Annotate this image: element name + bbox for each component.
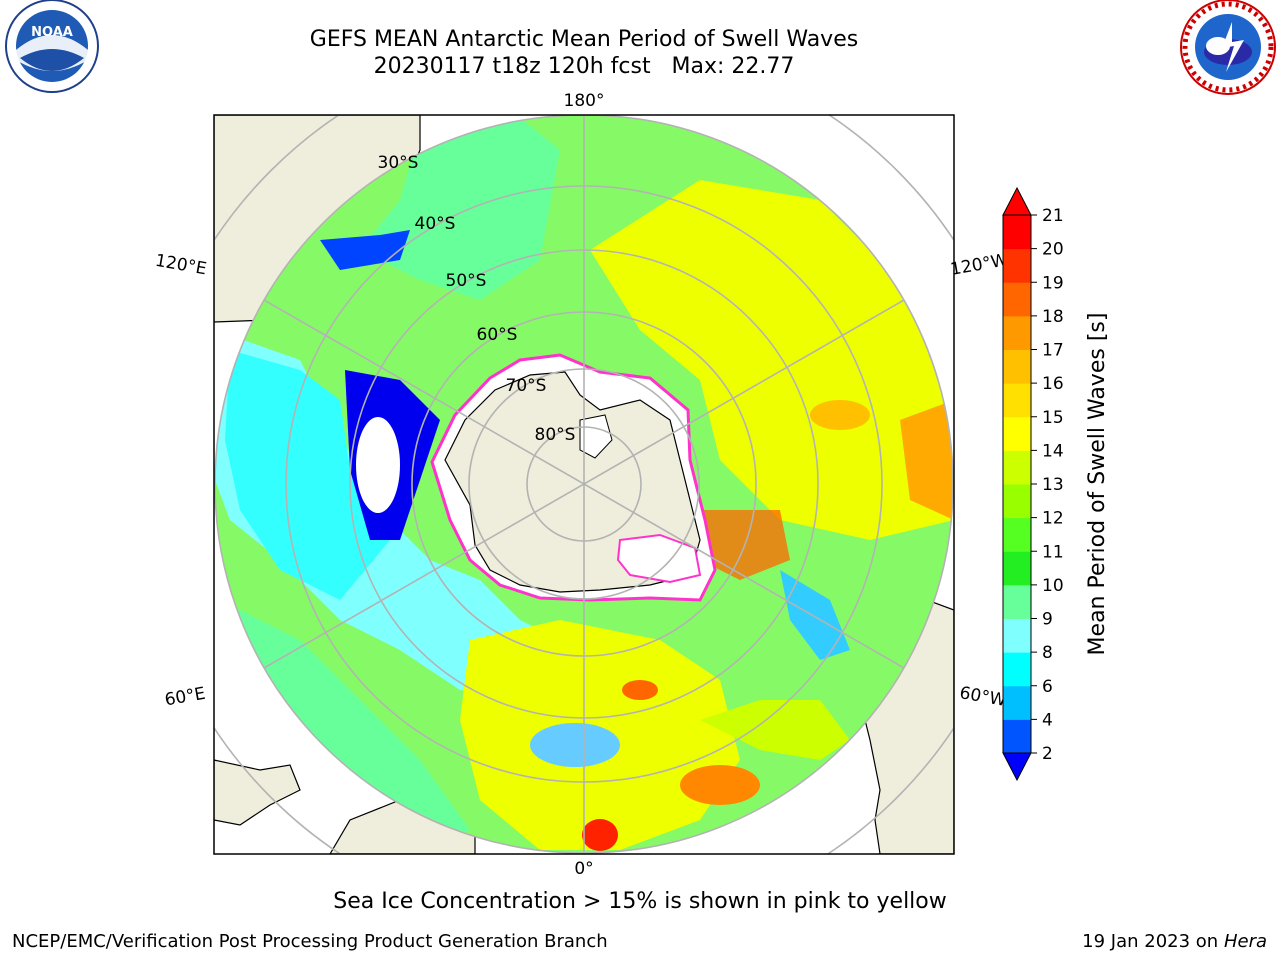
lon-label-lower-left: 60°E [163, 684, 207, 711]
colorbar-swatch [1003, 618, 1031, 653]
colorbar: 2 4 6 8 9 10 11 12 13 14 15 16 17 18 19 20 21 Mean Perio… [1002, 186, 1110, 782]
lat-label-70s: 70°S [506, 376, 547, 396]
lat-label-30s: 30°S [378, 153, 419, 173]
colorbar-tick-label: 9 [1042, 610, 1053, 630]
colorbar-tick-label: 6 [1042, 677, 1053, 697]
lat-label-60s: 60°S [477, 325, 518, 345]
colorbar-swatch [1003, 584, 1031, 619]
page-title: GEFS MEAN Antarctic Mean Period of Swell… [309, 27, 859, 52]
colorbar-tick-label: 13 [1042, 475, 1064, 495]
colorbar-tick-label: 21 [1042, 206, 1064, 226]
colorbar-swatch [1003, 450, 1031, 485]
colorbar-ticks: 2 4 6 8 9 10 11 12 13 14 15 16 17 18 19 20 21 [1031, 206, 1064, 764]
ice-note: Sea Ice Concentration > 15% is shown in … [333, 889, 947, 914]
colorbar-tick-label: 18 [1042, 307, 1064, 327]
colorbar-swatch [1003, 215, 1031, 250]
footer-host: Hera [1223, 931, 1267, 952]
lat-label-80s: 80°S [535, 425, 576, 445]
colorbar-swatch [1003, 315, 1031, 350]
colorbar-tick-label: 10 [1042, 576, 1064, 596]
colorbar-tick-label: 2 [1042, 744, 1053, 764]
colorbar-swatch [1003, 517, 1031, 552]
colorbar-tick-label: 20 [1042, 240, 1064, 260]
lon-label-top: 180° [564, 91, 605, 111]
colorbar-tick-label: 16 [1042, 374, 1064, 394]
footer-credit: NCEP/EMC/Verification Post Processing Pr… [12, 931, 608, 952]
colorbar-label: Mean Period of Swell Waves [s] [1085, 313, 1110, 656]
ross-ice-shelf [579, 414, 613, 459]
colorbar-swatch [1003, 416, 1031, 451]
nws-logo [1180, 0, 1276, 95]
noaa-logo: NOAA [5, 0, 99, 93]
colorbar-tick-label: 12 [1042, 509, 1064, 529]
noaa-logo-text: NOAA [31, 25, 73, 40]
colorbar-extend-top [1002, 186, 1032, 216]
colorbar-swatch [1003, 383, 1031, 418]
colorbar-swatch [1003, 719, 1031, 754]
footer-date-prefix: 19 Jan 2023 on [1082, 931, 1224, 952]
colorbar-tick-label: 15 [1042, 408, 1064, 428]
lon-label-upper-right: 120°W [949, 250, 1010, 280]
colorbar-swatch [1003, 282, 1031, 317]
colorbar-swatch [1003, 551, 1031, 586]
colorbar-swatch [1003, 652, 1031, 687]
page-subtitle: 20230117 t18z 120h fcst Max: 22.77 [373, 54, 795, 79]
graticule [214, 115, 954, 854]
map-frame [213, 114, 955, 855]
colorbar-swatch [1003, 349, 1031, 384]
colorbar-extend-bottom [1002, 752, 1032, 782]
footer-date: 19 Jan 2023 on Hera [1082, 931, 1267, 952]
colorbar-swatch [1003, 685, 1031, 720]
lat-label-50s: 50°S [446, 271, 487, 291]
colorbar-tick-label: 8 [1042, 643, 1053, 663]
colorbar-tick-label: 19 [1042, 273, 1064, 293]
colorbar-tick-label: 4 [1042, 710, 1053, 730]
lon-label-lower-right: 60°W [958, 683, 1008, 711]
colorbar-tick-label: 17 [1042, 341, 1064, 361]
colorbar-swatch [1003, 484, 1031, 519]
colorbar-tick-label: 14 [1042, 441, 1064, 461]
colorbar-tick-label: 11 [1042, 542, 1064, 562]
lon-label-upper-left: 120°E [154, 251, 208, 280]
lon-label-bottom: 0° [574, 859, 593, 879]
lat-label-40s: 40°S [415, 214, 456, 234]
colorbar-swatches [1003, 215, 1031, 754]
colorbar-swatch [1003, 248, 1031, 283]
